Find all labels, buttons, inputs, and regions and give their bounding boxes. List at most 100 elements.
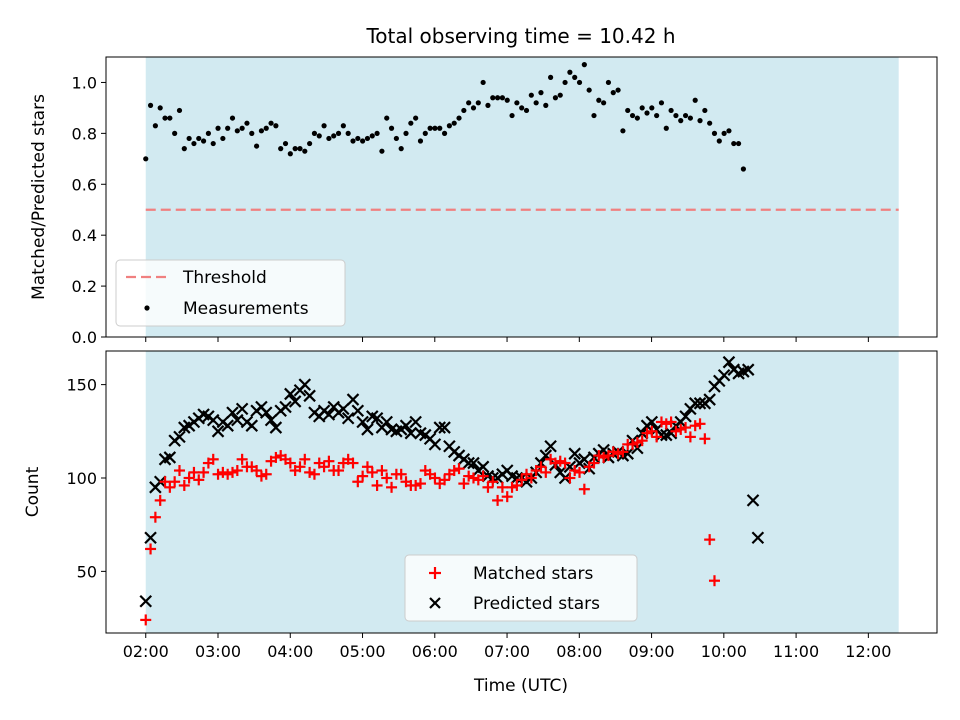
- matched-star-point: [578, 483, 590, 495]
- matched-star-point: [463, 470, 475, 482]
- matched-star-point: [439, 474, 451, 486]
- matched-star-point: [511, 479, 523, 491]
- measurement-point: [364, 135, 371, 142]
- measurement-point: [673, 112, 679, 119]
- matched-star-point: [270, 451, 282, 463]
- measurement-point: [548, 74, 554, 80]
- matched-star-point: [323, 455, 335, 467]
- matched-star-point: [535, 461, 547, 473]
- ratio-y-tick-label: 0.4: [72, 226, 97, 245]
- measurement-point: [278, 146, 284, 152]
- legend-predicted-swatch: [429, 597, 441, 609]
- matched-star-point: [198, 466, 210, 478]
- predicted-star-point: [741, 363, 755, 376]
- measurement-point: [157, 105, 163, 111]
- matched-star-point: [660, 418, 672, 430]
- matched-star-point: [467, 472, 479, 484]
- measurement-point: [172, 130, 178, 136]
- predicted-star-point: [380, 415, 394, 429]
- measurement-point: [321, 123, 327, 129]
- matched-star-point: [260, 468, 272, 480]
- time-x-tick-label: 07:00: [484, 642, 530, 661]
- measurement-point: [253, 143, 260, 149]
- measurement-point: [355, 135, 361, 142]
- matched-star-point: [689, 420, 701, 432]
- measurement-point: [258, 128, 265, 134]
- measurement-point: [509, 112, 515, 119]
- predicted-star-point: [269, 421, 283, 434]
- predicted-star-point: [568, 447, 581, 460]
- measurement-point: [427, 125, 433, 131]
- predicted-star-point: [578, 453, 591, 466]
- measurement-point: [591, 112, 597, 119]
- predicted-star-point: [235, 402, 249, 416]
- measurement-point: [581, 62, 587, 68]
- measurement-point: [716, 138, 722, 144]
- measurement-point: [152, 123, 158, 129]
- predicted-star-point: [688, 397, 702, 410]
- ratio-y-tick-label: 0.6: [72, 175, 97, 194]
- measurement-point: [200, 138, 207, 144]
- matched-star-point: [699, 433, 711, 445]
- measurement-point: [634, 115, 640, 121]
- ratio-plot-frame: [105, 56, 938, 338]
- measurement-point: [403, 130, 409, 136]
- measurement-point: [191, 140, 197, 147]
- measurement-point: [205, 130, 212, 136]
- predicted-star-point: [173, 430, 186, 444]
- count-y-axis: 50 100 150: [66, 376, 106, 581]
- matched-star-point: [694, 418, 706, 430]
- count-y-tick-label: 150: [66, 376, 97, 395]
- predicted-star-point: [433, 421, 447, 434]
- predicted-star-point: [351, 404, 365, 418]
- measurement-point: [504, 97, 510, 103]
- measurement-point: [432, 125, 438, 131]
- measurement-point: [234, 128, 240, 134]
- predicted-star-point: [370, 411, 384, 425]
- matched-star-point: [226, 466, 238, 478]
- time-x-tick-label: 12:00: [845, 642, 891, 661]
- count-y-label: Count: [23, 466, 43, 517]
- measurement-point: [494, 95, 501, 101]
- matched-star-point: [207, 453, 219, 465]
- matched-star-point: [366, 466, 378, 478]
- time-x-tick-label: 03:00: [195, 642, 241, 661]
- predicted-star-point: [226, 406, 239, 419]
- matched-star-point: [525, 472, 537, 484]
- matched-star-point: [361, 461, 373, 473]
- time-x-tick-label: 08:00: [556, 642, 602, 661]
- matched-star-point: [357, 470, 369, 482]
- matched-star-point: [612, 448, 624, 460]
- count-legend-box: [404, 554, 638, 622]
- measurement-point: [273, 123, 279, 129]
- measurement-point: [711, 130, 718, 136]
- measurement-point: [379, 148, 385, 154]
- matched-star-point: [554, 455, 566, 467]
- matched-star-point: [482, 481, 494, 493]
- measurement-point: [307, 140, 313, 147]
- measurement-point: [543, 102, 549, 108]
- measurement-point: [176, 107, 183, 114]
- measurement-point: [687, 115, 693, 121]
- matched-star-point: [299, 453, 311, 465]
- matched-star-point: [559, 457, 571, 469]
- measurement-point: [692, 97, 698, 103]
- matched-star-point: [294, 461, 306, 473]
- matched-star-point: [178, 479, 190, 491]
- predicted-star-point: [703, 393, 716, 406]
- ratio-panel: 0.0 0.2 0.4 0.6 0.8 1.0 Matched/Predicted sta…: [29, 56, 938, 347]
- measurement-point: [413, 115, 419, 121]
- predicted-star-point: [264, 413, 278, 427]
- predicted-star-point: [279, 400, 292, 414]
- matched-star-point: [217, 466, 229, 478]
- matched-star-point: [501, 491, 513, 503]
- matched-star-point: [236, 453, 248, 465]
- matched-star-point: [670, 425, 682, 437]
- predicted-star-point: [322, 408, 336, 421]
- matched-star-point: [188, 466, 200, 478]
- measurement-point: [557, 92, 563, 98]
- measurement-point: [470, 105, 477, 111]
- matched-star-point: [675, 423, 687, 435]
- measurement-point: [721, 130, 727, 136]
- count-legend: Matched stars Predicted stars: [404, 554, 638, 622]
